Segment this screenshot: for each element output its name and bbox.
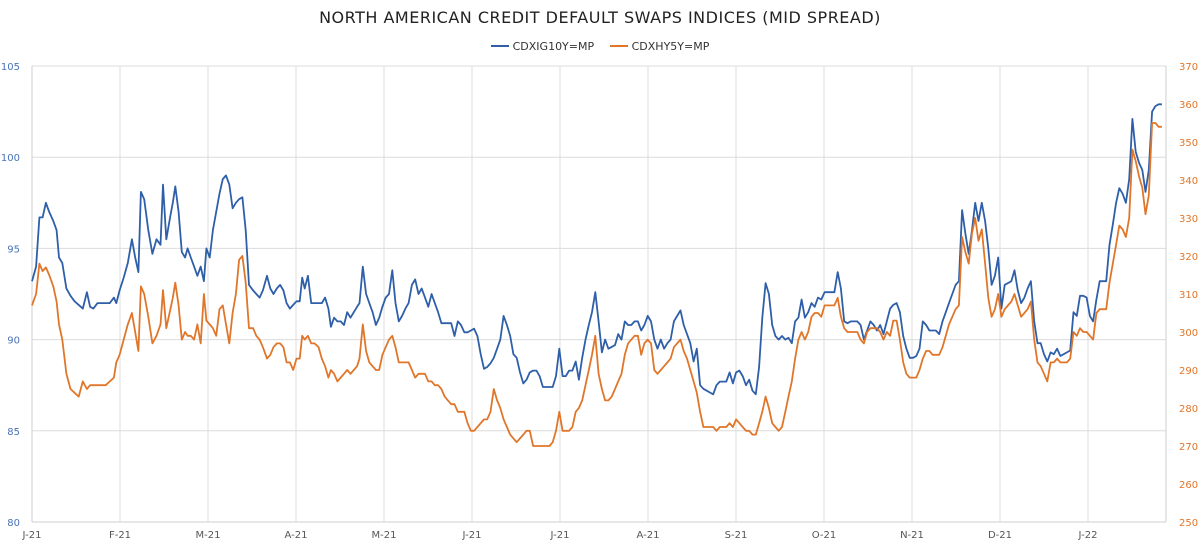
legend: CDXIG10Y=MP CDXHY5Y=MP <box>0 37 1200 53</box>
y-left-tick-label: 100 <box>1 153 20 164</box>
legend-item-series-2: CDXHY5Y=MP <box>609 39 710 53</box>
y-right-tick-label: 250 <box>1179 518 1198 529</box>
y-right-tick-label: 340 <box>1179 176 1198 187</box>
y-right-tick-label: 300 <box>1179 328 1198 339</box>
y-right-tick-label: 360 <box>1179 100 1198 111</box>
y-right-tick-label: 280 <box>1179 404 1198 415</box>
legend-swatch-series-1 <box>490 45 509 47</box>
y-right-tick-label: 320 <box>1179 252 1198 263</box>
y-right-tick-label: 290 <box>1179 366 1198 377</box>
y-left-tick-label: 80 <box>7 518 20 529</box>
x-tick-label: J-21 <box>462 530 482 541</box>
x-tick-label: D-21 <box>988 530 1012 541</box>
chart-title: NORTH AMERICAN CREDIT DEFAULT SWAPS INDI… <box>319 8 881 27</box>
x-tick-label: A-21 <box>637 530 660 541</box>
y-right-tick-label: 270 <box>1179 442 1198 453</box>
x-tick-label: J-22 <box>1078 530 1098 541</box>
x-tick-label: M-21 <box>196 530 221 541</box>
x-tick-label: O-21 <box>812 530 836 541</box>
y-left-tick-label: 85 <box>7 427 20 438</box>
y-right-tick-label: 260 <box>1179 480 1198 491</box>
legend-label-series-2: CDXHY5Y=MP <box>631 39 710 53</box>
y-left-tick-label: 90 <box>7 336 20 347</box>
x-tick-label: F-21 <box>109 530 131 541</box>
series-line-1 <box>31 103 1162 396</box>
legend-label-series-1: CDXIG10Y=MP <box>512 39 595 53</box>
x-tick-label: M-21 <box>372 530 397 541</box>
y-left-tick-label: 95 <box>7 244 20 255</box>
x-tick-label: J-21 <box>22 530 42 541</box>
x-tick-label: N-21 <box>900 530 924 541</box>
y-right-tick-label: 370 <box>1179 62 1198 73</box>
series-line-2 <box>31 122 1162 447</box>
y-right-tick-label: 350 <box>1179 138 1198 149</box>
y-right-tick-label: 330 <box>1179 214 1198 225</box>
y-right-tick-label: 310 <box>1179 290 1198 301</box>
legend-item-series-1: CDXIG10Y=MP <box>490 39 595 53</box>
x-tick-label: J-21 <box>550 530 570 541</box>
x-tick-label: S-21 <box>725 530 748 541</box>
legend-swatch-series-2 <box>609 45 628 47</box>
y-left-tick-label: 105 <box>1 62 20 73</box>
x-tick-label: A-21 <box>285 530 308 541</box>
